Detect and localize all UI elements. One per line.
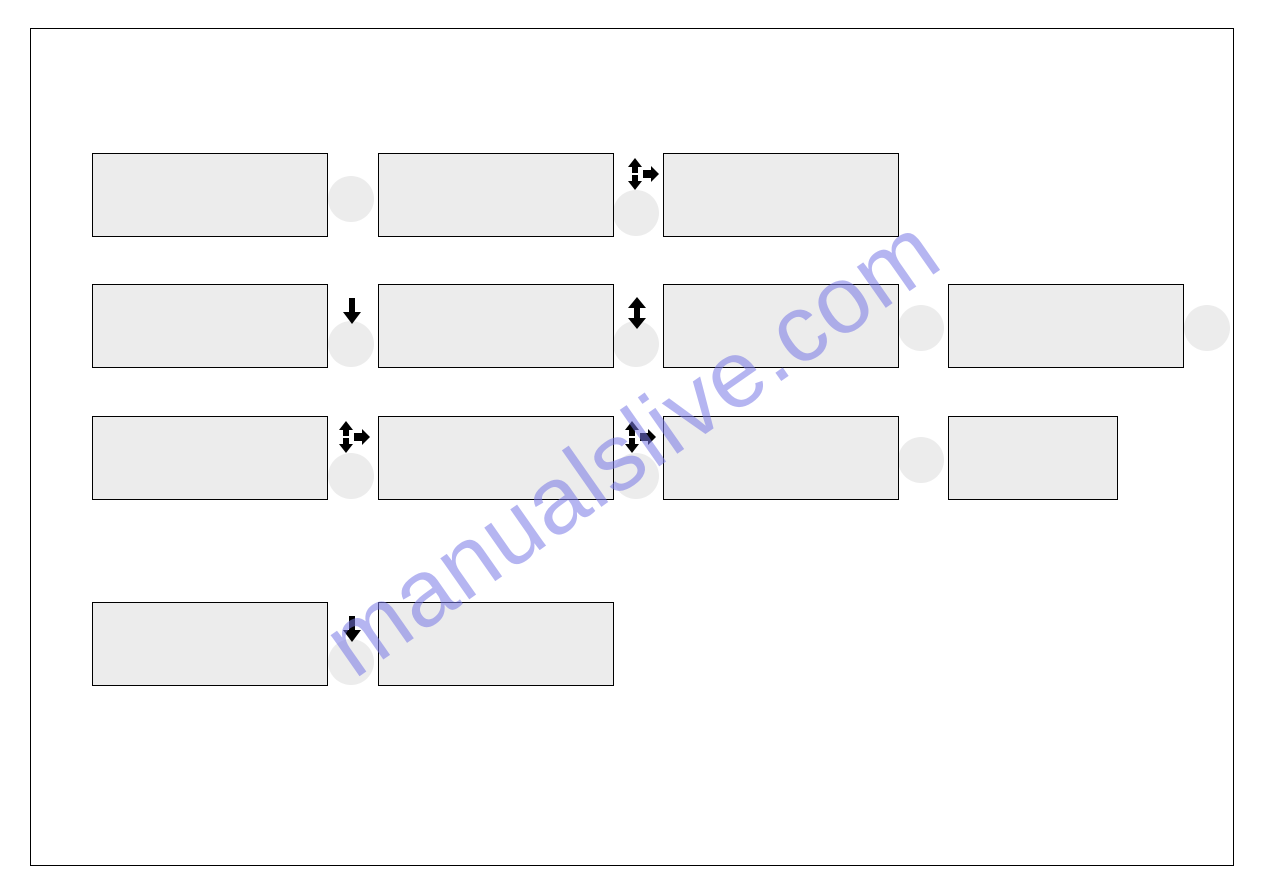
diagram-box xyxy=(663,153,899,237)
up-down-arrow-icon xyxy=(625,296,649,335)
diagram-box xyxy=(378,284,614,368)
up-down-right-arrow-icon xyxy=(622,420,658,459)
diagram-box xyxy=(663,284,899,368)
diagram-box xyxy=(92,153,328,237)
connector-circle xyxy=(613,453,659,499)
diagram-box xyxy=(948,284,1184,368)
down-arrow-icon xyxy=(340,296,364,331)
down-arrow-icon xyxy=(340,614,364,649)
connector-circle xyxy=(898,305,944,351)
connector-circle xyxy=(328,453,374,499)
up-down-right-arrow-icon xyxy=(336,420,372,459)
diagram-box xyxy=(663,416,899,500)
up-down-right-arrow-icon xyxy=(625,157,661,196)
diagram-box xyxy=(378,602,614,686)
connector-circle xyxy=(898,437,944,483)
diagram-box xyxy=(378,153,614,237)
diagram-box xyxy=(92,602,328,686)
diagram-box xyxy=(92,416,328,500)
connector-circle xyxy=(613,190,659,236)
connector-circle xyxy=(1184,305,1230,351)
diagram-box xyxy=(92,284,328,368)
connector-circle xyxy=(328,176,374,222)
diagram-box xyxy=(948,416,1118,500)
diagram-box xyxy=(378,416,614,500)
